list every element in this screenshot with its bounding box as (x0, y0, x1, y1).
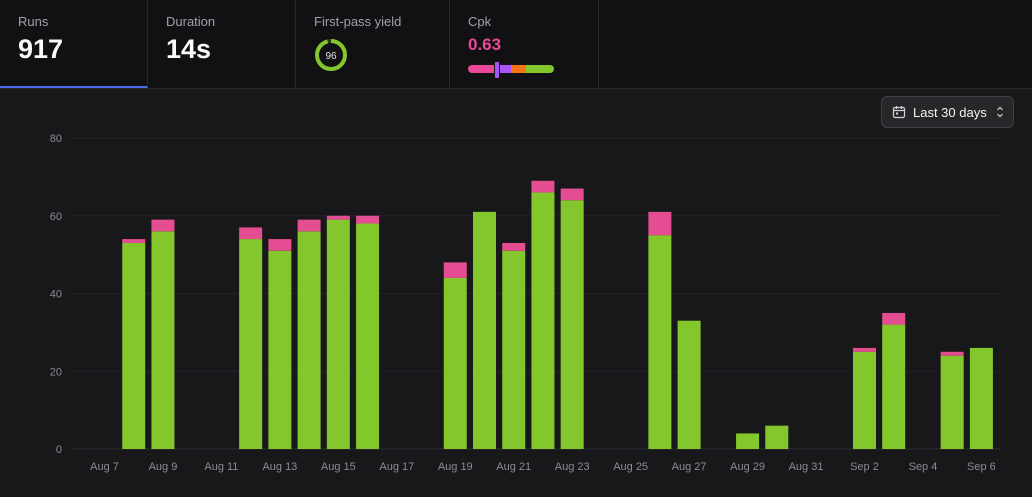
stat-runs-value: 917 (18, 34, 64, 64)
stat-cpk-label: Cpk (468, 14, 492, 29)
x-tick-label: Aug 23 (555, 461, 590, 473)
chart-bars (122, 180, 993, 450)
cpk-scale (468, 65, 554, 73)
x-tick-label: Aug 29 (730, 461, 765, 473)
bar-fail-aug-19[interactable] (443, 262, 467, 278)
bar-pass-aug-9[interactable] (151, 231, 175, 449)
bar-fail-sep-5[interactable] (940, 351, 964, 356)
stat-cpk-value: 0.63 (468, 35, 502, 54)
x-tick-label: Aug 19 (438, 461, 473, 473)
bar-fail-sep-3[interactable] (882, 312, 906, 325)
chart-y-axis: 0 20 40 60 80 (50, 133, 62, 456)
bar-pass-sep-2[interactable] (852, 351, 876, 449)
stat-runs[interactable]: Runs 917 (0, 0, 148, 88)
bar-pass-aug-15[interactable] (326, 219, 350, 449)
y-tick-label: 40 (50, 289, 62, 301)
bar-fail-aug-16[interactable] (356, 215, 380, 224)
bar-pass-aug-26[interactable] (648, 235, 672, 449)
date-range-label: Last 30 days (913, 105, 987, 120)
bar-pass-aug-19[interactable] (443, 277, 467, 449)
y-tick-label: 60 (50, 211, 62, 223)
stat-duration-value: 14s (166, 34, 212, 64)
bar-pass-aug-12[interactable] (239, 239, 263, 449)
stat-yield-label: First-pass yield (314, 14, 402, 29)
bar-pass-aug-29[interactable] (736, 433, 760, 449)
bar-pass-aug-14[interactable] (297, 231, 321, 449)
bar-fail-sep-2[interactable] (852, 347, 876, 352)
x-tick-label: Aug 9 (149, 461, 178, 473)
bar-pass-aug-16[interactable] (356, 223, 380, 449)
cpk-seg-low (498, 65, 511, 73)
x-tick-label: Sep 4 (909, 461, 938, 473)
x-tick-label: Aug 25 (613, 461, 648, 473)
bar-fail-aug-12[interactable] (239, 227, 263, 240)
chart-x-axis: Aug 7 Aug 9 Aug 11 Aug 13 Aug 15 Aug 17 Aug 19… (90, 461, 996, 473)
bar-fail-aug-8[interactable] (122, 239, 146, 243)
stat-cpk[interactable]: Cpk 0.63 (450, 0, 599, 88)
x-tick-label: Aug 31 (789, 461, 824, 473)
stat-yield[interactable]: First-pass yield 96 (296, 0, 450, 88)
yield-ring: 96 (315, 39, 347, 71)
x-tick-label: Aug 27 (672, 461, 707, 473)
stats-bar: Runs 917 Duration 14s First-pass yield 9… (0, 0, 1032, 89)
bar-pass-aug-13[interactable] (268, 250, 292, 449)
bar-fail-aug-14[interactable] (297, 219, 321, 232)
x-tick-label: Aug 13 (262, 461, 297, 473)
bar-pass-aug-30[interactable] (765, 425, 789, 449)
bar-fail-aug-22[interactable] (531, 180, 555, 193)
date-range-select[interactable]: Last 30 days (881, 96, 1014, 128)
bar-pass-aug-8[interactable] (122, 242, 146, 449)
y-tick-label: 0 (56, 444, 62, 456)
stat-duration-label: Duration (166, 14, 216, 29)
stat-runs-label: Runs (18, 14, 49, 29)
bar-pass-aug-27[interactable] (677, 320, 701, 449)
x-tick-label: Sep 2 (850, 461, 879, 473)
chevron-updown-icon (997, 106, 1003, 118)
bar-pass-sep-3[interactable] (882, 324, 906, 449)
bar-pass-sep-6[interactable] (969, 347, 993, 449)
x-tick-label: Aug 11 (204, 461, 238, 473)
cpk-marker (494, 61, 500, 79)
x-tick-label: Aug 7 (90, 461, 119, 473)
x-tick-label: Aug 17 (379, 461, 414, 473)
x-tick-label: Aug 21 (496, 461, 531, 473)
bar-pass-aug-23[interactable] (560, 200, 584, 449)
bar-fail-aug-23[interactable] (560, 188, 584, 201)
cpk-seg-good (526, 65, 554, 73)
bar-fail-aug-26[interactable] (648, 211, 672, 236)
bar-fail-aug-21[interactable] (502, 242, 526, 251)
y-tick-label: 80 (50, 133, 62, 145)
bar-fail-aug-13[interactable] (268, 239, 292, 251)
bar-pass-aug-22[interactable] (531, 192, 555, 450)
x-tick-label: Aug 15 (321, 461, 356, 473)
x-tick-label: Sep 6 (967, 461, 996, 473)
bar-fail-aug-15[interactable] (326, 215, 350, 220)
bar-pass-sep-5[interactable] (940, 355, 964, 449)
yield-ring-value: 96 (325, 51, 337, 62)
bar-fail-aug-9[interactable] (151, 219, 175, 232)
bar-pass-aug-20[interactable] (472, 211, 496, 449)
cpk-seg-poor (468, 65, 498, 73)
bar-pass-aug-21[interactable] (502, 250, 526, 449)
cpk-seg-marginal (511, 65, 526, 73)
y-tick-label: 20 (50, 366, 62, 378)
calendar-icon (892, 106, 906, 119)
stat-duration[interactable]: Duration 14s (148, 0, 296, 88)
